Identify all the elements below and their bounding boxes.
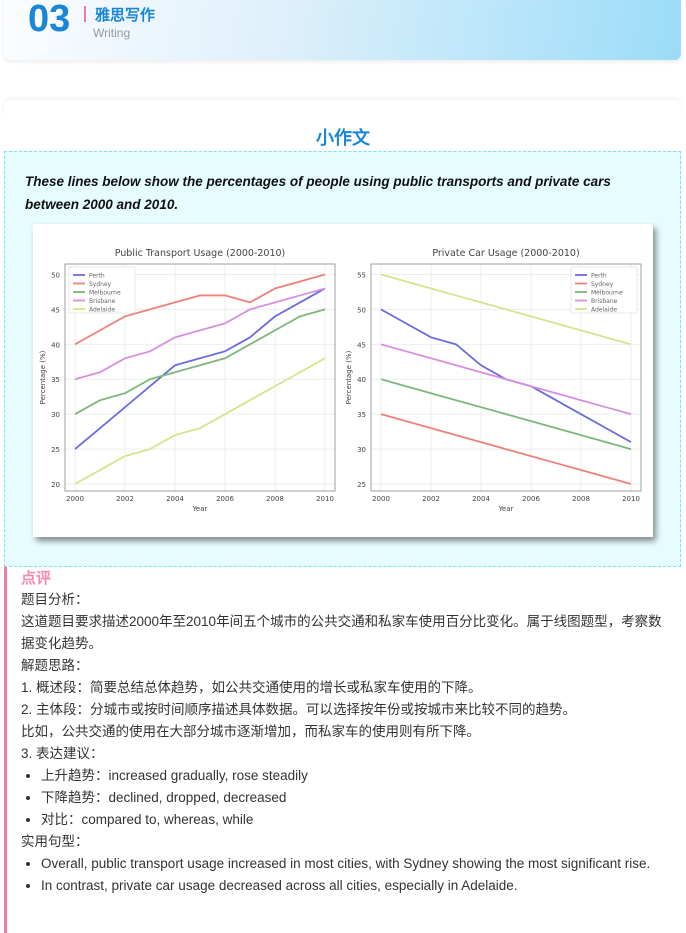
series-line-perth (380, 308, 632, 443)
x-tick-label: 2004 (472, 495, 490, 503)
x-tick-label: 2000 (66, 495, 84, 503)
approach-label: 解题思路： (21, 658, 89, 673)
sentence-item: Overall, public transport usage increase… (41, 853, 671, 875)
legend-label: Perth (591, 273, 607, 280)
legend-label: Melbourne (89, 290, 121, 297)
review-section: 点评 题目分析： 这道题目要求描述2000年至2010年间五个城市的公共交通和私… (4, 567, 671, 933)
question-box: These lines below show the percentages o… (4, 151, 681, 567)
accent-bar (84, 6, 86, 22)
plot-frame (64, 263, 336, 492)
step-3: 3. 表达建议： (21, 746, 104, 761)
x-tick-label: 2006 (216, 495, 234, 503)
y-tick-label: 25 (51, 446, 60, 454)
y-tick-label: 55 (357, 271, 366, 279)
x-tick-label: 2000 (372, 495, 390, 503)
question-text: These lines below show the percentages o… (25, 174, 611, 212)
legend-label: Melbourne (591, 290, 623, 297)
section-number: 03 (28, 0, 71, 40)
sentences-label: 实用句型： (21, 834, 89, 849)
y-tick-label: 30 (357, 446, 366, 454)
x-tick-label: 2006 (522, 495, 540, 503)
y-tick-label: 50 (51, 271, 60, 279)
legend-label: Sydney (89, 281, 112, 288)
series-line-melbourne (380, 378, 632, 450)
x-tick-label: 2010 (316, 495, 334, 503)
tips-list: 上升趋势：increased gradually, rose steadily … (21, 765, 671, 831)
series-line-brisbane (380, 343, 632, 416)
legend-label: Sydney (591, 281, 614, 288)
y-tick-label: 25 (357, 481, 366, 489)
step-1: 1. 概述段：简要总结总体趋势，如公共交通使用的增长或私家车使用的下降。 (21, 680, 482, 695)
example-text: 比如，公共交通的使用在大部分城市逐渐增加，而私家车的使用则有所下降。 (21, 724, 480, 739)
y-tick-label: 45 (357, 341, 366, 349)
review-heading: 点评 (21, 570, 52, 587)
step-2: 2. 主体段：分城市或按时间顺序描述具体数据。可以选择按年份或按城市来比较不同的… (21, 702, 577, 717)
sentence-item: In contrast, private car usage decreased… (41, 875, 671, 897)
x-tick-label: 2008 (572, 495, 590, 503)
y-tick-label: 45 (51, 306, 60, 314)
line-charts: Public Transport Usage (2000-2010) 20 25 30… (39, 248, 642, 513)
x-tick-label: 2010 (622, 495, 640, 503)
y-tick-label: 30 (51, 411, 60, 419)
series-line-sydney (380, 413, 632, 485)
y-tick-label: 35 (357, 411, 366, 419)
section-header: 03 雅思写作 Writing (4, 0, 681, 60)
y-tick-label: 35 (51, 376, 60, 384)
plot-frame (370, 263, 642, 492)
series-line-sydney (74, 273, 326, 346)
tip-item: 上升趋势：increased gradually, rose steadily (41, 765, 671, 787)
x-tick-label: 2004 (166, 495, 184, 503)
x-tick-label: 2002 (116, 495, 134, 503)
legend-label: Brisbane (591, 298, 618, 305)
series-line-adelaide (74, 357, 326, 485)
charts-figure: Public Transport Usage (2000-2010) 20 25 30… (33, 224, 653, 537)
content-card (4, 100, 681, 120)
x-tick-label: 2008 (266, 495, 284, 503)
section-title-en: Writing (93, 26, 131, 40)
series-line-perth (74, 287, 326, 450)
y-tick-label: 40 (357, 376, 366, 384)
chart-title: Private Car Usage (2000-2010) (432, 248, 579, 259)
x-axis-label: Year (192, 505, 208, 513)
series-line-adelaide (380, 273, 632, 346)
series-line-brisbane (74, 287, 326, 381)
essay-type-title: 小作文 (316, 128, 370, 148)
analysis-text: 这道题目要求描述2000年至2010年间五个城市的公共交通和私家车使用百分比变化… (21, 614, 662, 651)
legend-label: Perth (89, 273, 105, 280)
y-tick-label: 50 (357, 306, 366, 314)
legend-label: Adelaide (89, 307, 115, 314)
sentences-list: Overall, public transport usage increase… (21, 853, 671, 897)
series-line-melbourne (74, 308, 326, 415)
y-tick-label: 20 (51, 481, 60, 489)
chart-title: Public Transport Usage (2000-2010) (115, 248, 286, 259)
legend-label: Brisbane (89, 298, 116, 305)
legend-label: Adelaide (591, 307, 617, 314)
section-title-zh: 雅思写作 (95, 7, 156, 24)
x-axis-label: Year (498, 505, 514, 513)
tip-item: 下降趋势：declined, dropped, decreased (41, 787, 671, 809)
y-axis-label: Percentage (%) (39, 350, 47, 404)
tip-item: 对比：compared to, whereas, while (41, 809, 671, 831)
x-tick-label: 2002 (422, 495, 440, 503)
analysis-label: 题目分析： (21, 592, 89, 607)
y-tick-label: 40 (51, 341, 60, 349)
y-axis-label: Percentage (%) (345, 350, 353, 404)
